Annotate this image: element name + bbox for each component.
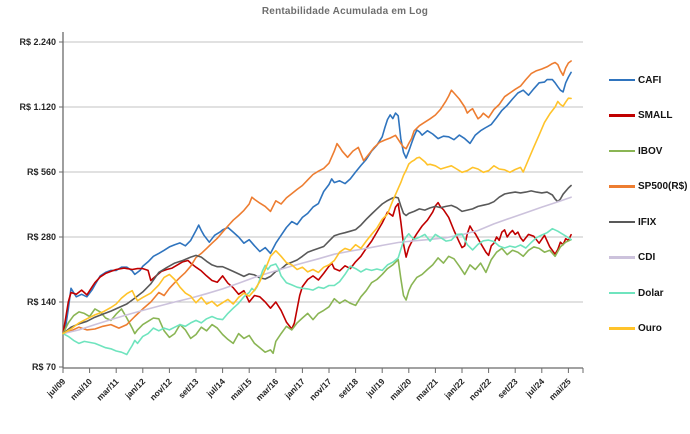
x-axis-label: set/18 — [336, 376, 360, 400]
legend-line-swatch — [609, 185, 635, 188]
x-axis-label: nov/22 — [467, 376, 493, 402]
y-axis-label: R$ 2.240 — [19, 37, 56, 47]
legend-label: CAFI — [638, 74, 662, 86]
x-axis-label: nov/12 — [148, 376, 174, 402]
legend-item-cafi: CAFI — [609, 73, 687, 87]
x-axis-label: jul/19 — [363, 376, 386, 399]
x-axis-label: jan/12 — [122, 376, 147, 401]
legend-item-cdi: CDI — [609, 251, 687, 265]
y-axis-label: R$ 140 — [27, 297, 56, 307]
legend-line-swatch — [609, 291, 635, 295]
legend-label: SMALL — [638, 110, 673, 121]
x-axis-label: jan/22 — [442, 376, 467, 401]
y-axis-label: R$ 560 — [27, 167, 56, 177]
chart-title: Rentabilidade Acumulada em Log — [261, 6, 429, 17]
legend-line-swatch — [609, 220, 635, 224]
x-axis-label: set/13 — [176, 376, 200, 400]
legend-line-swatch — [609, 149, 635, 153]
legend-line-swatch — [609, 327, 635, 330]
series-line-dolar — [62, 227, 572, 356]
series-line-ibov — [62, 238, 572, 355]
legend-line-swatch — [609, 78, 635, 82]
y-axis-label: R$ 70 — [32, 362, 56, 372]
chart-legend: CAFI SMALL IBOV SP500(R$) IFIX CDI Dolar Ouro — [609, 73, 687, 357]
legend-label: CDI — [638, 252, 656, 263]
x-axis-label: mai/25 — [547, 376, 573, 402]
x-axis-label: set/23 — [495, 376, 519, 400]
series-line-ouro — [62, 97, 572, 335]
legend-label: Ouro — [638, 323, 662, 334]
x-axis-label: jul/14 — [204, 376, 227, 399]
x-axis-label: mai/10 — [68, 376, 94, 402]
legend-label: IFIX — [638, 216, 657, 228]
y-axis-label: R$ 1.120 — [19, 102, 56, 112]
legend-label: IBOV — [638, 145, 663, 157]
legend-label: Dolar — [638, 287, 664, 299]
legend-item-small: SMALL — [609, 109, 687, 123]
x-axis-label: mar/16 — [254, 376, 281, 403]
legend-item-ouro: Ouro — [609, 322, 687, 336]
x-axis-label: jul/24 — [523, 376, 546, 399]
series-line-sp500-r- — [62, 60, 572, 335]
series-line-cdi — [62, 196, 572, 335]
x-axis-label: mar/11 — [94, 376, 120, 402]
legend-item-ibov: IBOV — [609, 144, 687, 158]
legend-item-dolar: Dolar — [609, 286, 687, 300]
y-axis-label: R$ 280 — [27, 232, 56, 242]
x-axis-label: jan/17 — [282, 376, 307, 401]
series-line-cafi — [62, 71, 572, 335]
series-line-ifix — [62, 184, 572, 335]
x-axis-label: jul/09 — [44, 376, 67, 399]
x-axis-label: mai/20 — [387, 376, 413, 402]
legend-item-ifix: IFIX — [609, 215, 687, 229]
legend-line-swatch — [609, 114, 635, 117]
legend-label: SP500(R$) — [638, 181, 688, 192]
legend-line-swatch — [609, 256, 635, 259]
x-axis-label: mar/21 — [413, 376, 440, 403]
legend-item-sp500-r-: SP500(R$) — [609, 180, 687, 194]
x-axis-label: nov/17 — [307, 376, 333, 402]
x-axis-label: mai/15 — [228, 376, 254, 402]
